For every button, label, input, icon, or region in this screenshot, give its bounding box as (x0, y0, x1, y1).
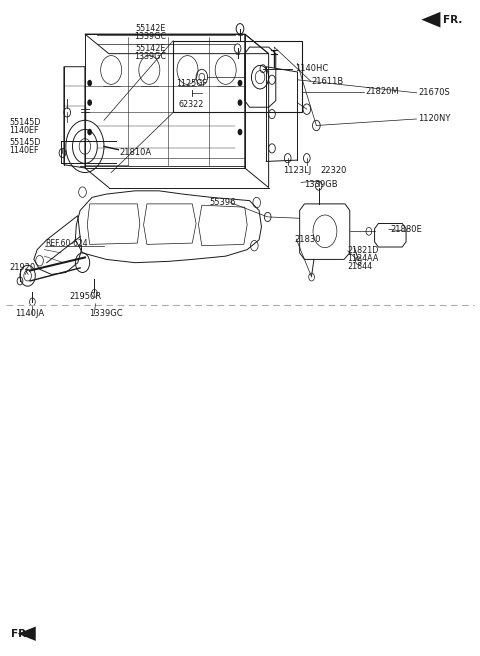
Polygon shape (18, 626, 36, 641)
Circle shape (87, 99, 92, 106)
Text: 62322: 62322 (179, 100, 204, 109)
Text: 21670S: 21670S (418, 89, 450, 97)
Text: 55142E: 55142E (136, 44, 166, 53)
Text: 55142E: 55142E (136, 24, 166, 33)
Text: 21920: 21920 (10, 263, 36, 272)
Text: 1120NY: 1120NY (418, 114, 450, 123)
Text: 22320: 22320 (320, 166, 347, 175)
Circle shape (238, 80, 242, 87)
Text: 1140HC: 1140HC (295, 64, 328, 73)
Text: FR.: FR. (11, 628, 30, 639)
Text: 55145D: 55145D (10, 138, 41, 147)
Text: 21880E: 21880E (390, 225, 422, 234)
Text: 1339GC: 1339GC (134, 32, 166, 41)
Text: 1125GF: 1125GF (177, 79, 207, 87)
Text: 21820M: 21820M (365, 87, 399, 96)
Text: 1140JA: 1140JA (15, 309, 44, 318)
Text: 55396: 55396 (209, 198, 236, 207)
Bar (173, 41, 302, 112)
Text: 1140EF: 1140EF (10, 125, 39, 134)
Text: 21821D: 21821D (347, 247, 378, 255)
Circle shape (87, 129, 92, 135)
Text: REF.60-624: REF.60-624 (45, 239, 88, 247)
Circle shape (238, 129, 242, 135)
Text: FR.: FR. (443, 14, 462, 25)
Text: 1339GB: 1339GB (304, 180, 338, 189)
Text: 21810A: 21810A (120, 148, 152, 157)
Circle shape (238, 99, 242, 106)
Text: 1140EF: 1140EF (10, 146, 39, 155)
Text: 55145D: 55145D (10, 117, 41, 127)
Text: 21844: 21844 (347, 262, 372, 271)
Circle shape (87, 80, 92, 87)
Text: 1123LJ: 1123LJ (283, 166, 311, 175)
Text: 1124AA: 1124AA (347, 255, 378, 263)
Text: 1339GC: 1339GC (89, 309, 122, 318)
Text: 21830: 21830 (295, 235, 322, 243)
Polygon shape (421, 12, 441, 28)
Text: 1339GC: 1339GC (134, 52, 166, 61)
Text: 21611B: 21611B (312, 77, 344, 85)
Text: 21950R: 21950R (70, 292, 102, 301)
